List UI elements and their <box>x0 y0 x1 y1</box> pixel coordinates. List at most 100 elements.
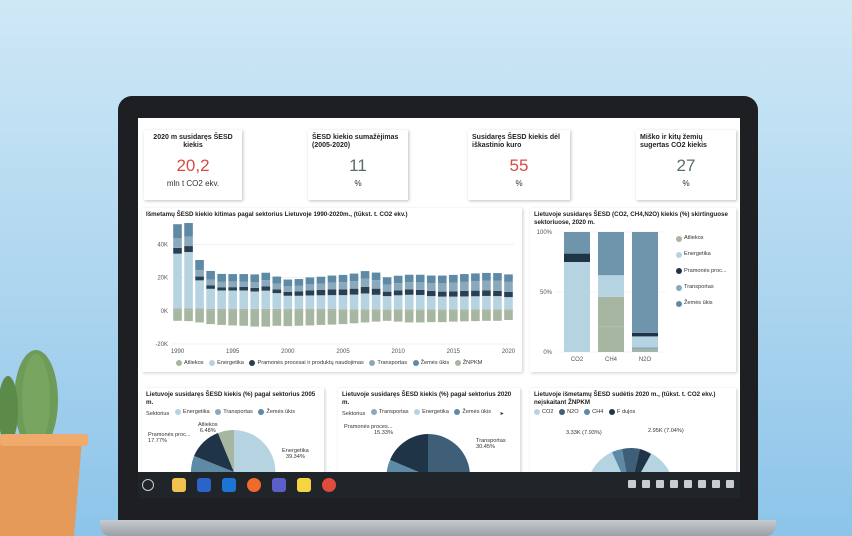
bar-segment[interactable] <box>426 283 436 291</box>
bar-segment-negative[interactable] <box>371 310 381 322</box>
legend-item[interactable]: Žemės ūkis <box>454 409 491 415</box>
bar-segment[interactable] <box>632 347 658 350</box>
bar-segment[interactable] <box>283 295 293 310</box>
bar-segment[interactable] <box>261 286 271 291</box>
word-icon[interactable] <box>197 478 211 492</box>
bar-segment[interactable] <box>426 275 436 284</box>
bar-segment[interactable] <box>426 296 436 310</box>
bar-segment[interactable] <box>327 275 337 283</box>
display-icon[interactable] <box>698 480 706 488</box>
bar-segment[interactable] <box>437 275 447 284</box>
bar-segment[interactable] <box>305 284 315 291</box>
bar-segment[interactable] <box>598 275 624 297</box>
bar-segment[interactable] <box>250 291 260 309</box>
bar-segment[interactable] <box>632 232 658 333</box>
bar-segment[interactable] <box>632 336 658 348</box>
bar-segment[interactable] <box>272 308 282 311</box>
bar-segment[interactable] <box>338 274 348 283</box>
bar-segment[interactable] <box>471 273 480 282</box>
bar-segment[interactable] <box>360 293 370 310</box>
bar-segment[interactable] <box>206 279 215 286</box>
bar-segment[interactable] <box>217 290 226 309</box>
pie-slice-pramones[interactable] <box>194 433 234 472</box>
legend-item[interactable]: Žemės ūkis <box>676 297 713 311</box>
bar-segment-negative[interactable] <box>437 310 447 323</box>
bar-segment[interactable] <box>504 274 513 282</box>
bar-segment-negative[interactable] <box>316 310 326 325</box>
chevron-up-icon[interactable] <box>628 480 636 488</box>
bar-segment-negative[interactable] <box>449 310 458 322</box>
bar-segment[interactable] <box>404 294 414 310</box>
bar-segment[interactable] <box>493 296 502 310</box>
bar-segment-negative[interactable] <box>327 310 337 325</box>
bar-segment[interactable] <box>415 282 425 290</box>
bar-segment[interactable] <box>261 290 271 309</box>
bar-segment[interactable] <box>349 273 359 282</box>
bar-segment[interactable] <box>382 291 392 297</box>
bar-segment[interactable] <box>261 280 271 287</box>
bar-segment[interactable] <box>393 295 403 310</box>
legend-item[interactable]: Transportas <box>369 360 407 366</box>
bar-segment-negative[interactable] <box>415 310 425 323</box>
bar-segment[interactable] <box>327 289 337 296</box>
legend-item[interactable]: Atliekos <box>676 232 704 246</box>
bar-segment[interactable] <box>316 295 326 310</box>
pie-slice-n2o[interactable] <box>622 448 640 478</box>
volume-icon[interactable] <box>726 480 734 488</box>
bar-segment[interactable] <box>173 238 182 248</box>
bar-segment[interactable] <box>360 271 370 279</box>
cloud-icon[interactable] <box>670 480 678 488</box>
bar-segment[interactable] <box>493 280 502 291</box>
bar-segment-negative[interactable] <box>504 310 513 320</box>
bar-segment[interactable] <box>261 272 271 281</box>
bar-segment-negative[interactable] <box>426 310 436 323</box>
legend-item[interactable]: Pramonės procesai ir produktų naudojimas <box>249 360 364 366</box>
bar-segment[interactable] <box>294 285 304 292</box>
bar-segment[interactable] <box>173 308 182 311</box>
bar-segment[interactable] <box>404 309 414 311</box>
bar-segment[interactable] <box>349 288 359 295</box>
bar-segment[interactable] <box>504 309 513 311</box>
bar-segment[interactable] <box>482 280 491 291</box>
bar-segment[interactable] <box>239 308 249 311</box>
legend-item[interactable]: Transportas <box>215 409 253 415</box>
bar-segment[interactable] <box>316 309 326 311</box>
bar-segment[interactable] <box>632 349 658 352</box>
bar-segment[interactable] <box>239 286 249 291</box>
legend-item[interactable]: Energetika <box>414 409 449 415</box>
bar-segment-negative[interactable] <box>195 310 204 323</box>
legend-item[interactable]: Žemės ūkis <box>412 360 449 366</box>
bar-segment[interactable] <box>360 278 370 287</box>
bar-segment[interactable] <box>250 282 260 288</box>
bar-segment-negative[interactable] <box>184 310 193 322</box>
teams-icon[interactable] <box>272 478 286 492</box>
bar-segment[interactable] <box>382 296 392 310</box>
bar-segment[interactable] <box>415 289 425 295</box>
legend-item[interactable]: Pramonės proc... <box>676 265 727 279</box>
bar-segment[interactable] <box>437 283 447 292</box>
bar-segment[interactable] <box>184 308 193 311</box>
bar-segment[interactable] <box>184 223 193 237</box>
bar-segment[interactable] <box>294 309 304 311</box>
legend-item[interactable]: Žemės ūkis <box>258 409 295 415</box>
bar-segment[interactable] <box>493 290 502 297</box>
legend-next-arrow[interactable]: ▸ <box>500 411 504 417</box>
legend-item[interactable]: F dujos <box>608 409 635 415</box>
pie-slice-energetika[interactable] <box>234 430 276 478</box>
bar-segment[interactable] <box>471 281 480 291</box>
bar-segment[interactable] <box>338 295 348 310</box>
bar-segment[interactable] <box>294 295 304 310</box>
legend-item[interactable]: Transportas <box>676 281 714 295</box>
bar-segment-negative[interactable] <box>338 310 348 325</box>
bar-segment[interactable] <box>471 296 480 310</box>
legend-item[interactable]: Energetika <box>676 248 711 262</box>
bar-segment[interactable] <box>305 290 315 296</box>
bar-segment[interactable] <box>272 283 282 290</box>
bar-segment[interactable] <box>217 308 226 311</box>
bar-segment[interactable] <box>228 281 237 288</box>
bar-segment-negative[interactable] <box>305 310 315 326</box>
bar-segment[interactable] <box>564 262 590 352</box>
bar-segment-negative[interactable] <box>239 310 249 326</box>
bar-segment-negative[interactable] <box>360 310 370 323</box>
bar-segment[interactable] <box>482 272 491 281</box>
